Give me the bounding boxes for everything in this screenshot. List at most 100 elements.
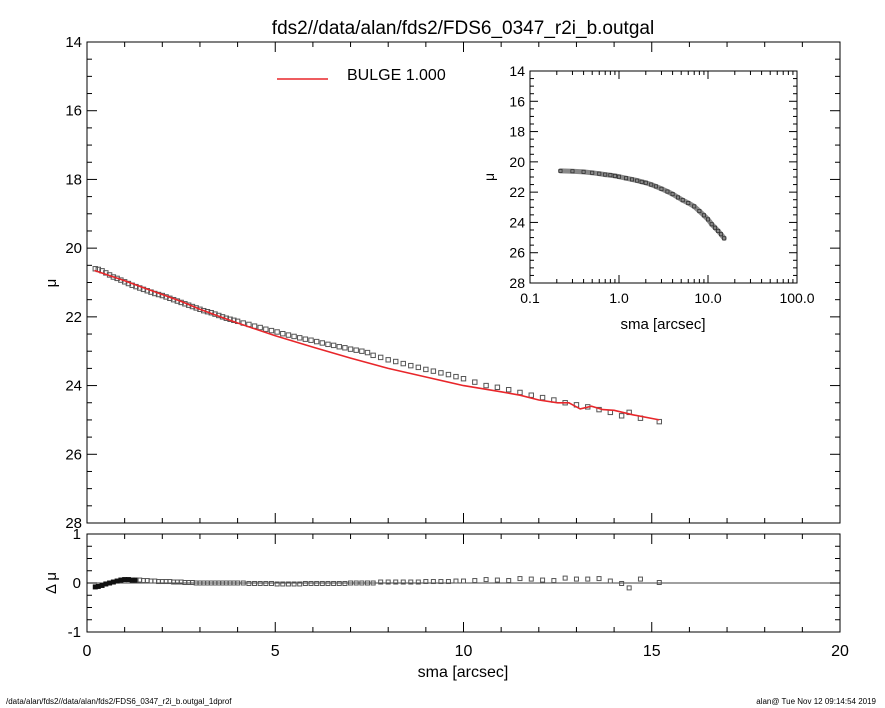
main-data-point [342,345,348,351]
main-data-point [302,336,309,342]
residual-data-point [393,579,399,585]
residual-x-tick-label: 20 [831,643,849,660]
residual-data-point [472,578,478,584]
main-data-point [297,335,303,341]
residual-data-point [540,577,546,583]
residual-x-tick-label: 0 [83,643,92,660]
residual-data-point [573,576,579,582]
residual-data-point [408,579,414,585]
inset-data-point [624,176,629,181]
main-data-point [291,333,297,340]
residual-x-tick-label: 5 [271,643,280,660]
residual-y-tick-labels: -1 0 1 [68,526,81,641]
main-data-point [472,379,478,385]
inset-y-tick-labels: 14 16 18 20 22 24 26 28 [509,63,525,291]
inset-data-point [706,217,711,222]
inset-profile-band [558,168,727,241]
bulge-model-line [94,269,660,421]
main-data-point [408,362,414,369]
residual-data-point [385,579,391,585]
inset-plot-panel: 14 16 18 20 22 24 26 28 0.1 1.0 10.0 100.0 μ sma [… [481,63,815,333]
residual-data-point [240,580,246,586]
residual-data-point [268,580,274,586]
main-data-point [528,392,534,398]
residual-data-point [400,579,406,585]
inset-data-point [639,179,644,184]
residual-data-point [585,576,591,582]
inset-data-point [570,169,575,174]
inset-data-point [590,170,595,175]
main-data-point [353,347,359,353]
main-data-point [539,394,546,401]
main-data-point [359,348,365,354]
footer-user-timestamp: alan@ Tue Nov 12 09:14:54 2019 [756,697,876,706]
inset-data-point [643,180,648,185]
residual-data-point [494,577,500,583]
residual-plot-panel: -101 0 5 10 15 20 Δ μ sma [arcsec] [43,526,849,681]
residual-data-point [291,581,297,587]
residual-data-point [562,575,568,581]
residual-x-tick-label: 15 [643,643,661,660]
main-data-point [483,382,489,389]
residual-data-point [517,576,523,582]
main-y-tick-label: 22 [65,309,82,326]
inset-data-point [670,192,675,197]
residual-data-point [348,580,354,586]
inset-x-tick-label: 10.0 [694,290,721,306]
residual-data-point [280,581,286,587]
residual-data-point [336,580,342,586]
main-y-tick-label: 18 [65,171,82,188]
main-data-point [385,357,391,363]
inset-data-point [686,201,691,206]
inset-y-tick-label: 14 [509,63,525,79]
inset-data-point [603,172,608,177]
inset-data-point [649,182,654,187]
residual-data-point [359,580,365,586]
residual-data-point [607,578,613,584]
residual-data-point [263,580,269,586]
inset-x-tick-labels: 0.1 1.0 10.0 100.0 [520,290,814,306]
main-data-point [393,358,399,365]
residual-data-point [656,580,662,586]
residual-data-point [626,585,632,591]
residual-data-point [506,578,512,584]
inset-data-point [675,195,680,200]
inset-data-point [558,168,563,173]
inset-y-tick-label: 18 [509,124,525,140]
main-data-point [618,413,625,419]
main-data-point [517,389,523,396]
main-data-layer [92,266,662,425]
footer-file-path: /data/alan/fds2//data/alan/fds2/FDS6_034… [6,697,232,706]
main-y-axis-label: μ [43,279,60,288]
inset-data-point [722,236,727,241]
residual-data-point [445,579,451,585]
main-data-point [430,368,437,374]
inset-data-point [630,177,635,182]
main-data-point [494,384,501,390]
main-y-tick-label: 16 [65,103,82,120]
residual-data-point [331,580,337,586]
residual-y-axis-label: Δ μ [43,572,60,594]
residual-data-point [364,580,370,586]
inset-x-tick-label: 0.1 [520,290,540,306]
main-data-point [319,340,326,346]
residual-data-point [453,578,459,584]
main-data-point [285,332,292,338]
main-data-point [400,360,406,367]
residual-data-point [438,579,444,585]
main-data-point [438,370,444,376]
inset-y-axis-label: μ [481,173,497,181]
inset-data-point [692,204,697,209]
residual-y-tick-label: 0 [73,575,81,592]
residual-data-point [353,580,359,586]
inset-y-tick-label: 28 [509,275,525,291]
inset-data-layer [558,168,727,241]
residual-data-layer [92,575,662,591]
main-y-tick-label: 26 [65,446,82,463]
residual-data-point [430,579,436,585]
main-y-tick-label: 20 [65,240,82,257]
main-data-point [415,364,422,371]
inset-axis-ticks [529,70,798,284]
main-data-point [445,371,452,378]
inset-data-point [697,209,702,214]
